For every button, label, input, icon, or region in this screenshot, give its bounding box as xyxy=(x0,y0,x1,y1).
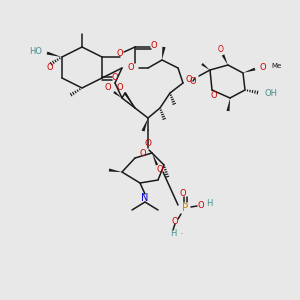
Text: O: O xyxy=(151,40,157,50)
Text: H: H xyxy=(206,200,212,208)
Polygon shape xyxy=(162,47,166,60)
Text: O: O xyxy=(47,62,53,71)
Text: O: O xyxy=(140,148,146,158)
Polygon shape xyxy=(152,153,158,166)
Text: ·: · xyxy=(180,232,182,236)
Text: P: P xyxy=(182,203,188,213)
Polygon shape xyxy=(201,63,210,70)
Text: Me: Me xyxy=(271,63,281,69)
Polygon shape xyxy=(113,91,122,98)
Text: O: O xyxy=(117,82,123,91)
Text: O: O xyxy=(128,62,134,71)
Text: O: O xyxy=(190,76,196,85)
Text: O: O xyxy=(180,190,186,199)
Text: HO: HO xyxy=(29,47,43,56)
Text: O: O xyxy=(186,74,192,83)
Text: O: O xyxy=(198,200,204,209)
Polygon shape xyxy=(226,98,230,111)
Polygon shape xyxy=(142,118,148,132)
Text: O: O xyxy=(112,74,118,82)
Text: O: O xyxy=(105,83,111,92)
Text: O: O xyxy=(218,46,224,55)
Text: O: O xyxy=(117,49,123,58)
Polygon shape xyxy=(46,52,62,57)
Polygon shape xyxy=(109,169,122,172)
Text: O: O xyxy=(260,62,266,71)
Text: O: O xyxy=(145,139,152,148)
Text: H: H xyxy=(170,230,176,238)
Polygon shape xyxy=(124,92,135,108)
Text: O: O xyxy=(157,166,163,175)
Text: O: O xyxy=(211,91,217,100)
Polygon shape xyxy=(222,54,228,65)
Text: OH: OH xyxy=(265,89,278,98)
Text: N: N xyxy=(141,193,149,203)
Polygon shape xyxy=(243,68,255,73)
Text: O: O xyxy=(172,218,178,226)
